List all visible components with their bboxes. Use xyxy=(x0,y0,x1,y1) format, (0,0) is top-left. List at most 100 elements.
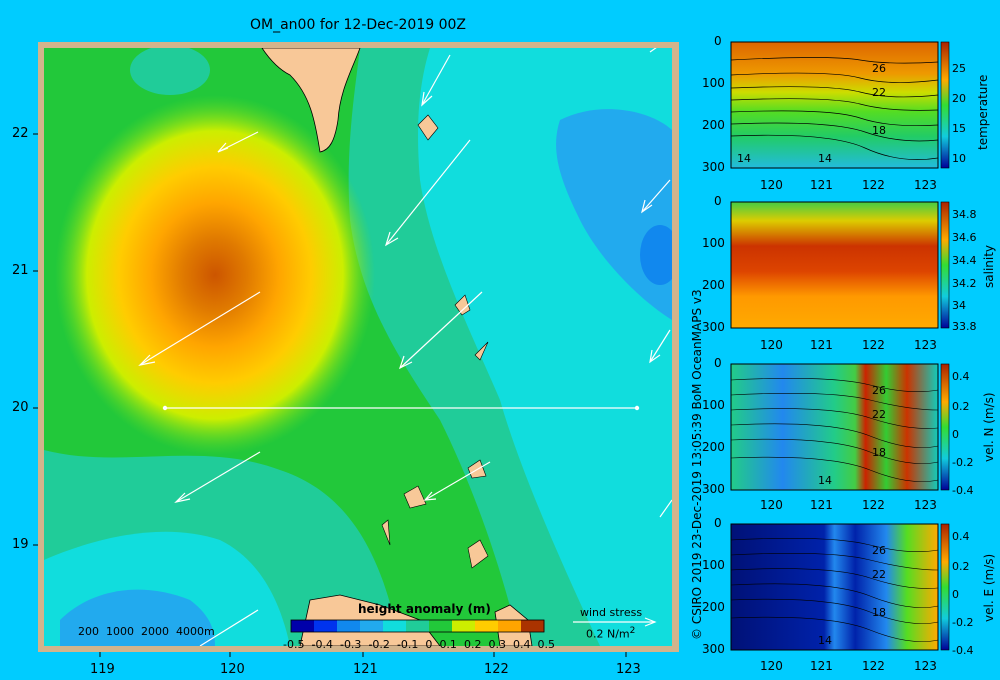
island-6 xyxy=(381,519,391,546)
depth-tick: 200 xyxy=(702,600,725,614)
nw-teal xyxy=(130,48,210,95)
cbar-tick: 0.2 xyxy=(952,560,970,573)
cbar-tick: 10 xyxy=(952,152,966,165)
cbar-tick: -0.3 xyxy=(339,638,362,651)
cbar-tick: -0.2 xyxy=(368,638,390,651)
cbar-tick: 33.8 xyxy=(952,320,977,333)
cbar-tick: 25 xyxy=(952,62,966,75)
cbar-tick: -0.4 xyxy=(311,638,333,651)
lon-tick: 120 xyxy=(760,178,783,192)
land-taiwan xyxy=(261,48,361,153)
contour-label: 22 xyxy=(872,568,886,581)
island-5 xyxy=(403,485,427,509)
contour-label: 26 xyxy=(872,62,886,75)
lon-tick: 119 xyxy=(90,662,115,677)
cbar-tick: 0.2 xyxy=(463,638,482,651)
cbar-tick: 0 xyxy=(952,588,959,601)
contour-label: 18 xyxy=(872,446,886,459)
depth-tick: 0 xyxy=(714,34,722,48)
depth-tick: 200 xyxy=(702,278,725,292)
lon-tick: 123 xyxy=(914,338,937,352)
east-low-core xyxy=(640,225,672,285)
section-title: vel. N (m/s) xyxy=(982,392,996,462)
lon-tick: 122 xyxy=(862,338,885,352)
contour-label: 14 xyxy=(737,152,751,165)
depth-tick: 300 xyxy=(702,320,725,334)
lon-tick: 122 xyxy=(862,659,885,673)
depth-tick: 200 xyxy=(702,440,725,454)
contour-label: 26 xyxy=(872,384,886,397)
contour-label: 14 xyxy=(818,474,832,487)
lon-tick: 123 xyxy=(914,178,937,192)
island-3 xyxy=(474,341,489,361)
contour-label: 18 xyxy=(872,606,886,619)
contour-label: 14 xyxy=(818,152,832,165)
wind-scale: 0.2 N/m2 xyxy=(586,626,635,641)
section-title: salinity xyxy=(982,244,996,288)
lon-tick: 121 xyxy=(810,338,833,352)
depth-tick: 300 xyxy=(702,160,725,174)
lon-tick: 120 xyxy=(760,659,783,673)
warm-eddy xyxy=(55,95,375,455)
cbar-tick: 0.4 xyxy=(952,370,970,383)
cbar-tick: 0.3 xyxy=(488,638,506,651)
depth-tick: 300 xyxy=(702,482,725,496)
cbar-tick: -0.1 xyxy=(396,638,419,651)
south-blue xyxy=(60,589,215,646)
depth-tick: 200 xyxy=(702,118,725,132)
depth-tick: 0 xyxy=(714,516,722,530)
section-title: vel. E (m/s) xyxy=(982,553,996,622)
cbar-tick: -0.2 xyxy=(952,616,974,629)
wind-arrows xyxy=(138,48,672,646)
lon-tick: 121 xyxy=(810,659,833,673)
lon-tick: 122 xyxy=(484,662,509,677)
depth-tick: 0 xyxy=(714,194,722,208)
depth-tick: 100 xyxy=(702,76,725,90)
cbar-tick: 0.4 xyxy=(952,530,970,543)
island-1 xyxy=(417,114,439,141)
contour-label: 26 xyxy=(872,544,886,557)
wind-scale-value: 0.2 N/m xyxy=(586,627,630,641)
cbar-tick: -0.5 xyxy=(283,638,305,651)
cbar-tick: 34.4 xyxy=(952,254,977,267)
cbar-tick: 0.5 xyxy=(537,638,556,651)
map-title: OM_an00 for 12-Dec-2019 00Z xyxy=(250,17,467,33)
depth-tick: 100 xyxy=(702,236,725,250)
cbar-tick: 34.8 xyxy=(952,208,977,221)
lon-tick: 121 xyxy=(353,662,378,677)
lon-tick: 120 xyxy=(220,662,245,677)
cbar-tick: 20 xyxy=(952,92,966,105)
depth-tick: 100 xyxy=(702,558,725,572)
section-title: temperature xyxy=(976,74,990,150)
height-colorbar xyxy=(290,619,545,633)
island-2 xyxy=(454,294,471,316)
lat-tick: 19 xyxy=(12,537,29,552)
lon-tick: 122 xyxy=(862,178,885,192)
cbar-tick: -0.4 xyxy=(952,484,974,497)
cbar-tick: 0.1 xyxy=(439,638,457,651)
lon-tick: 123 xyxy=(914,498,937,512)
lon-tick: 122 xyxy=(862,498,885,512)
cbar-tick: 0.2 xyxy=(952,400,970,413)
cbar-tick: 15 xyxy=(952,122,966,135)
lon-tick: 121 xyxy=(810,498,833,512)
lon-tick: 120 xyxy=(760,338,783,352)
contour-label: 22 xyxy=(872,408,886,421)
depth-legend: 200 1000 2000 4000m xyxy=(78,625,215,638)
cbar-tick: 34.2 xyxy=(952,277,977,290)
cbar-tick: -0.4 xyxy=(952,644,974,657)
contour-label: 22 xyxy=(872,86,886,99)
lon-tick: 121 xyxy=(810,178,833,192)
cbar-tick: 0 xyxy=(425,638,433,651)
wind-scale-exp: 2 xyxy=(629,626,636,636)
colorbar-ticks: -0.5 -0.4 -0.3 -0.2 -0.1 0 0.1 0.2 0.3 0… xyxy=(283,638,555,651)
wind-label: wind stress xyxy=(580,606,643,619)
contour-label: 18 xyxy=(872,124,886,137)
cbar-tick: 34 xyxy=(952,299,966,312)
colorbar-label: height anomaly (m) xyxy=(358,602,491,616)
cbar-tick: -0.2 xyxy=(952,456,974,469)
depth-tick: 300 xyxy=(702,642,725,656)
cbar-tick: 0.4 xyxy=(512,638,531,651)
